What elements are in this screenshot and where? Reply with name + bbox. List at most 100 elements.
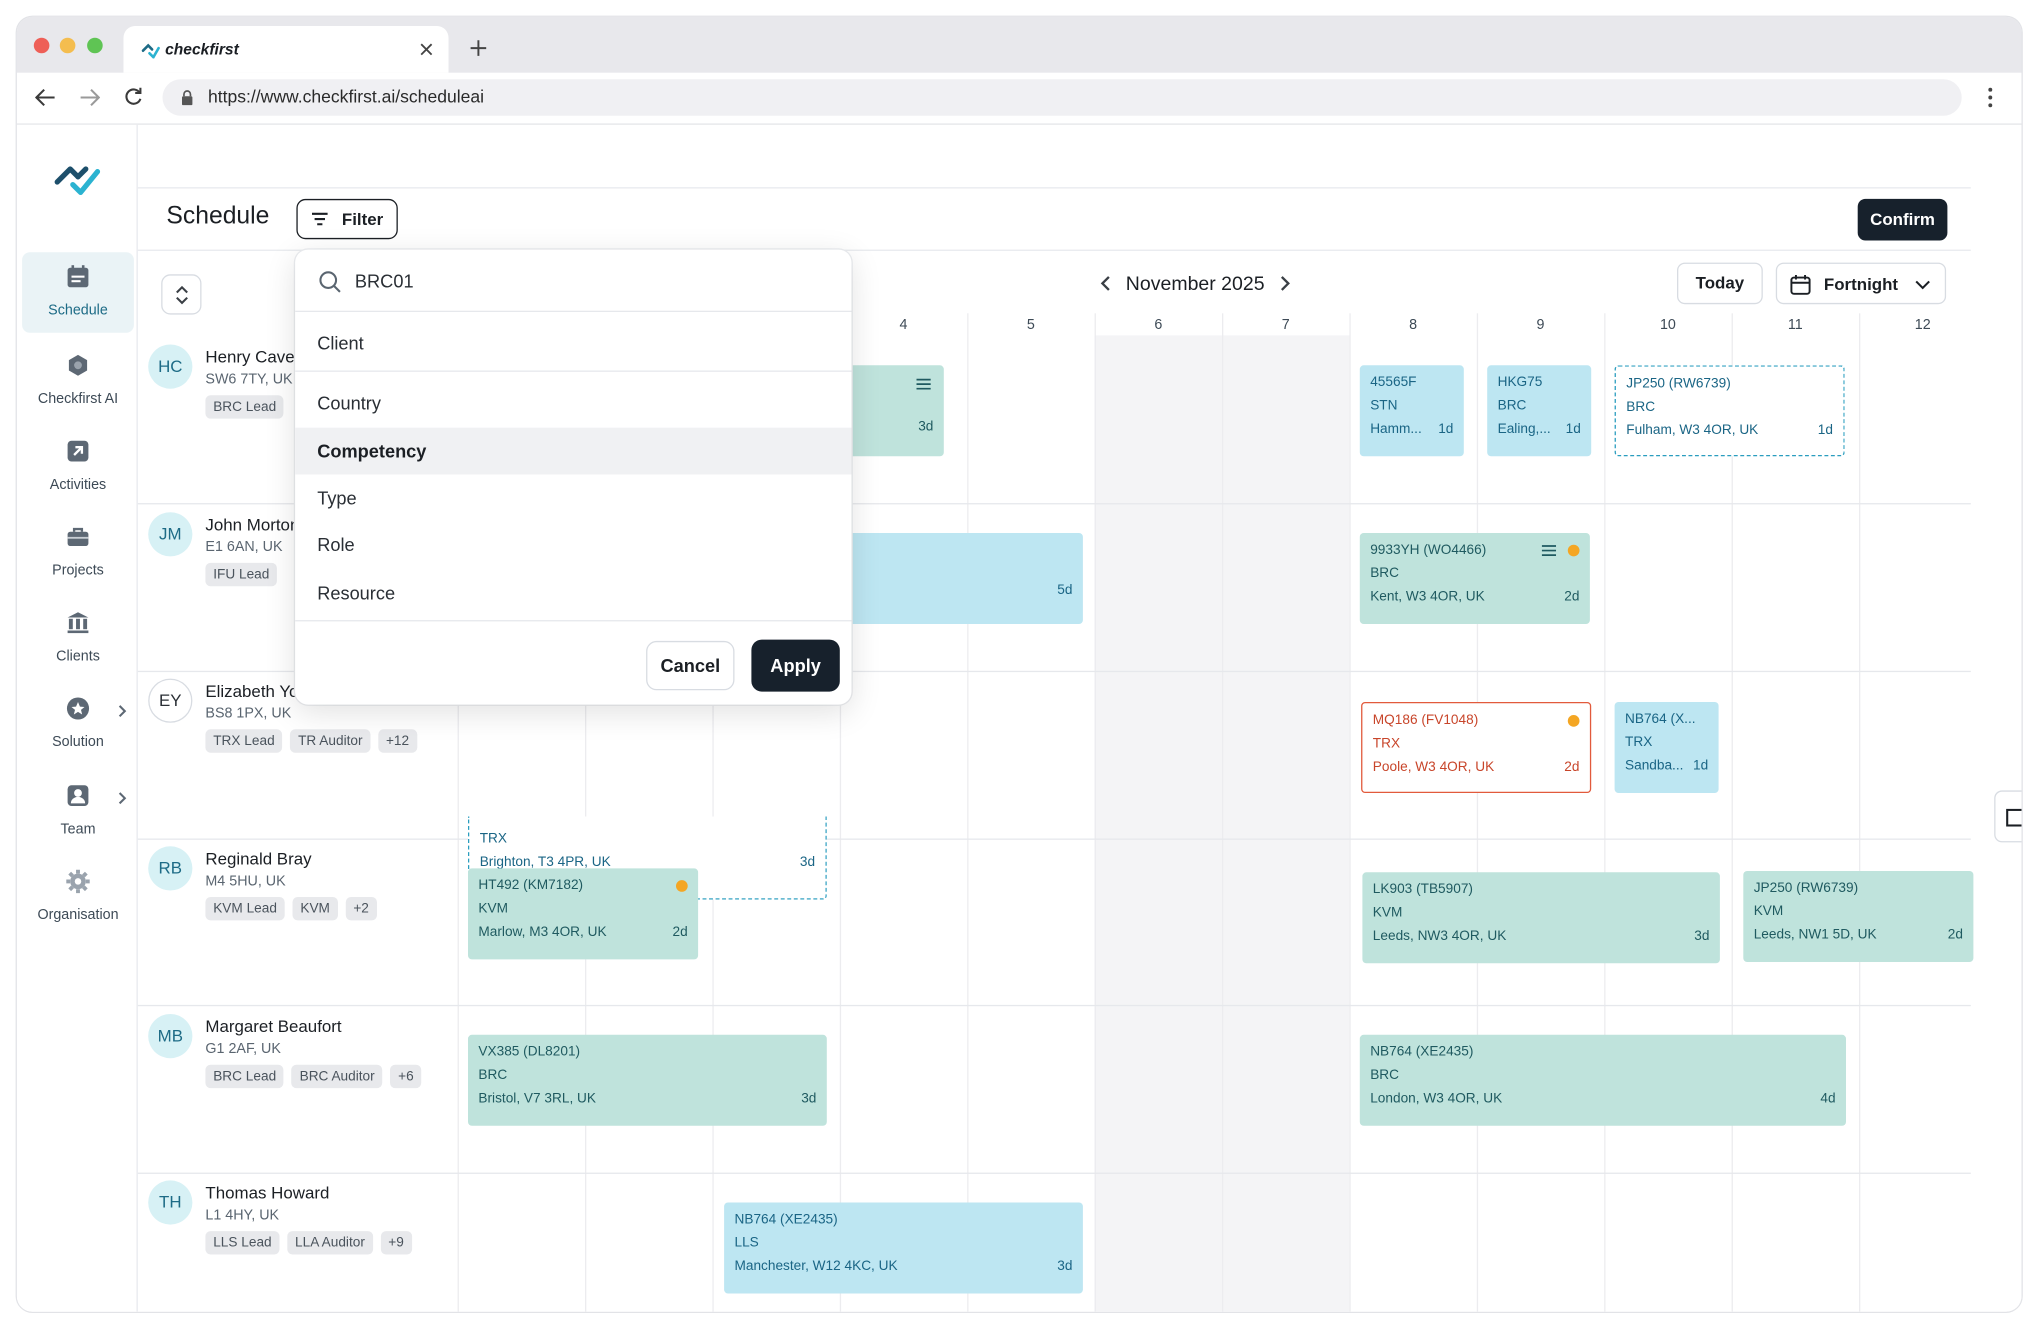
next-month-icon[interactable]	[1278, 274, 1291, 292]
person-name: Elizabeth Yo	[205, 681, 299, 701]
event-type: KVM	[1372, 904, 1403, 921]
schedule-event[interactable]: LK903 (TB5907) KVM Leeds, NW3 4OR, UK 3d	[1362, 872, 1720, 964]
person-row[interactable]: JM John Morton E1 6AN, UK IFU Lead	[148, 512, 434, 668]
filter-option-client[interactable]: Client	[317, 332, 364, 354]
calendar-icon	[67, 265, 89, 288]
notes-icon	[916, 378, 931, 390]
more-tags-badge[interactable]: +12	[378, 729, 417, 753]
tab-strip: checkfirst	[16, 16, 2022, 73]
filter-button[interactable]: Filter	[296, 198, 398, 240]
schedule-event[interactable]: NB764 (X... TRX Sandba... 1d	[1614, 702, 1719, 793]
prev-month-icon[interactable]	[1100, 274, 1113, 292]
checkfirst-logo[interactable]	[52, 161, 104, 197]
maximize-window-button[interactable]	[87, 37, 103, 54]
schedule-event[interactable]: JP250 (RW6739) KVM Leeds, NW1 5D, UK 2d	[1743, 870, 1974, 962]
person-row[interactable]: MB Margaret Beaufort G1 2AF, UK BRC Lead…	[148, 1013, 434, 1170]
filter-search-input[interactable]: BRC01	[354, 270, 414, 292]
filter-option-resource[interactable]: Resource	[317, 582, 396, 604]
forward-icon[interactable]	[79, 88, 101, 107]
row-divider	[137, 838, 1971, 840]
event-type: BRC	[1626, 399, 1656, 415]
panel-icon	[2006, 808, 2022, 827]
event-duration: 3d	[1694, 928, 1710, 944]
event-duration: 1d	[1817, 422, 1833, 439]
schedule-event-conflict[interactable]: MQ186 (FV1048) TRX Poole, W3 4OR, UK 2d	[1361, 702, 1592, 793]
event-duration: 2d	[1947, 926, 1963, 943]
chevron-right-icon[interactable]	[113, 702, 131, 720]
month-label: November 2025	[1125, 272, 1265, 295]
event-code: NB764 (XE2435)	[734, 1211, 838, 1228]
schedule-event[interactable]: 9933YH (WO4466) BRC Kent, W3 4OR, UK 2d	[1359, 533, 1590, 624]
event-location: Sandba...	[1625, 757, 1684, 774]
competency-tag: TR Auditor	[290, 729, 371, 753]
close-window-button[interactable]	[33, 37, 50, 54]
schedule-event[interactable]: 45565F STN Hamm... 1d	[1359, 365, 1464, 457]
event-type: BRC	[1497, 397, 1527, 414]
range-select[interactable]: Fortnight	[1775, 262, 1947, 305]
grid-line	[1222, 313, 1224, 1312]
day-header: 6	[1154, 317, 1163, 333]
filter-option-type[interactable]: Type	[317, 487, 357, 509]
divider	[295, 370, 852, 372]
grid-line	[1476, 313, 1479, 1312]
confirm-button[interactable]: Confirm	[1857, 198, 1948, 241]
avatar: HC	[148, 344, 193, 389]
sidebar-item-checkfirst-ai[interactable]: Checkfirst AI	[22, 341, 134, 422]
grid-line	[1094, 313, 1096, 1312]
app-root: Schedule Checkfirst AI Activities Projec…	[16, 124, 2022, 1312]
sidebar-item-projects[interactable]: Projects	[22, 512, 134, 593]
minimize-window-button[interactable]	[59, 37, 76, 54]
person-location: L1 4HY, UK	[205, 1207, 280, 1224]
sidebar-item-team[interactable]: Team	[22, 771, 134, 852]
sidebar-item-activities[interactable]: Activities	[22, 426, 134, 507]
person-row[interactable]: HC Henry Cave SW6 7TY, UK BRC Lead	[148, 344, 434, 501]
url-text: https://www.checkfirst.ai/scheduleai	[208, 87, 485, 107]
back-icon[interactable]	[35, 88, 56, 107]
schedule-event[interactable]: HT492 (KM7182) KVM Marlow, M3 4OR, UK 2d	[467, 868, 699, 960]
collapse-rows-button[interactable]	[161, 274, 202, 315]
sidebar-item-schedule[interactable]: Schedule	[22, 252, 134, 333]
event-code: NB764 (X...	[1625, 711, 1696, 727]
schedule-event[interactable]: HKG75 BRC Ealing,... 1d	[1487, 365, 1592, 457]
chevron-right-icon[interactable]	[113, 789, 131, 807]
page-title: Schedule	[166, 202, 270, 231]
more-tags-badge[interactable]: +2	[345, 896, 377, 921]
more-tags-badge[interactable]: +9	[380, 1231, 412, 1255]
event-type: BRC	[478, 1067, 508, 1083]
reload-icon[interactable]	[123, 87, 143, 107]
browser-menu-icon[interactable]	[1988, 87, 1993, 108]
event-type: BRC	[1370, 1067, 1400, 1083]
schedule-event[interactable]: VX385 (DL8201) BRC Bristol, V7 3RL, UK 3…	[467, 1034, 827, 1126]
event-duration: 1d	[1438, 421, 1454, 437]
event-location: Kent, W3 4OR, UK	[1370, 588, 1485, 605]
event-location: Poole, W3 4OR, UK	[1372, 759, 1495, 775]
apply-button[interactable]: Apply	[751, 639, 840, 692]
notes-icon	[1541, 545, 1557, 556]
close-tab-icon[interactable]	[420, 43, 433, 56]
new-tab-icon[interactable]	[469, 39, 487, 57]
event-duration: 3d	[918, 418, 934, 435]
divider	[137, 187, 1971, 189]
sidebar-item-solution[interactable]: Solution	[22, 684, 134, 765]
filter-option-competency[interactable]: Competency	[295, 427, 852, 475]
schedule-event-draft[interactable]: JP250 (RW6739) BRC Fulham, W3 4OR, UK 1d	[1614, 365, 1845, 457]
more-tags-badge[interactable]: +6	[390, 1064, 422, 1089]
filter-option-role[interactable]: Role	[317, 534, 355, 556]
filter-option-country[interactable]: Country	[317, 392, 381, 414]
grid-line	[1731, 313, 1733, 1312]
person-location: G1 2AF, UK	[205, 1041, 281, 1057]
event-location: Fulham, W3 4OR, UK	[1626, 422, 1759, 439]
today-button[interactable]: Today	[1676, 262, 1763, 305]
side-panel-toggle[interactable]	[1994, 790, 2022, 843]
grid-line	[967, 313, 969, 1312]
person-row[interactable]: TH Thomas Howard L1 4HY, UK LLS Lead LLA…	[148, 1180, 434, 1311]
schedule-event[interactable]: NB764 (XE2435) BRC London, W3 4OR, UK 4d	[1359, 1034, 1846, 1126]
sidebar-item-clients[interactable]: Clients	[22, 598, 134, 679]
schedule-event[interactable]: NB764 (XE2435) LLS Manchester, W12 4KC, …	[724, 1202, 1083, 1294]
browser-tab[interactable]: checkfirst	[123, 26, 449, 73]
sidebar-item-organisation[interactable]: Organisation	[22, 857, 134, 938]
url-field[interactable]: https://www.checkfirst.ai/scheduleai	[162, 79, 1962, 116]
person-row[interactable]: EY Elizabeth Yo BS8 1PX, UK TRX Lead TR …	[148, 678, 434, 835]
cancel-button[interactable]: Cancel	[646, 640, 735, 691]
person-row[interactable]: RB Reginald Bray M4 5HU, UK KVM Lead KVM…	[148, 846, 434, 1002]
